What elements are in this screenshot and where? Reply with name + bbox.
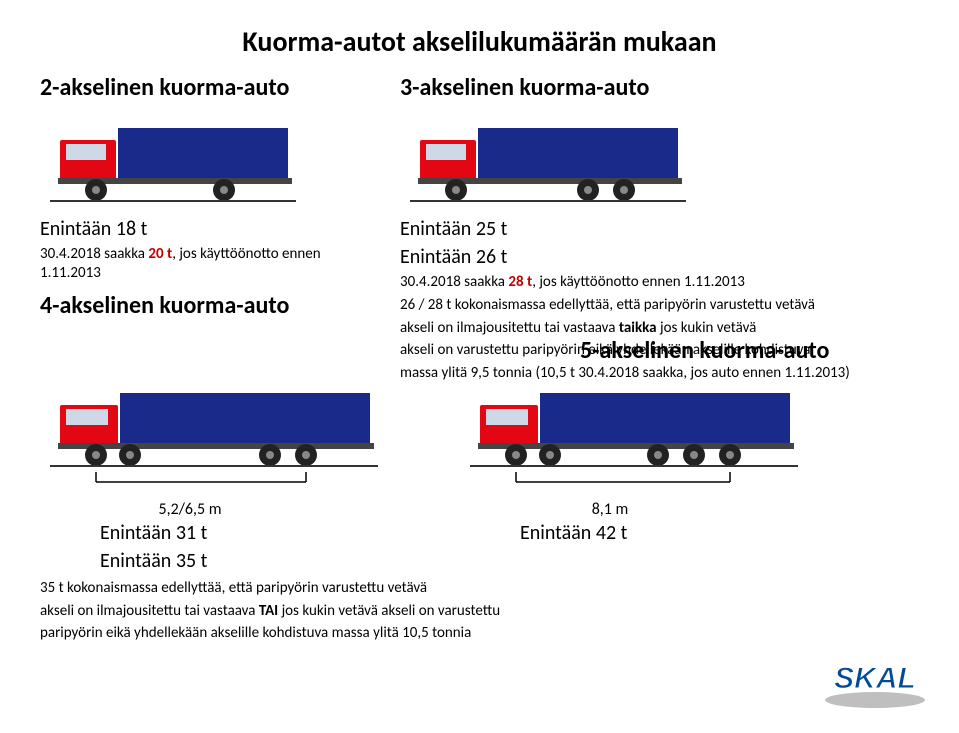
sec3-limit2: Enintään 26 t	[400, 245, 919, 269]
sec4-note-a: 35 t kokonaismassa edellyttää, että pari…	[40, 579, 919, 598]
svg-text:SKAL: SKAL	[834, 662, 916, 695]
sec4-truck	[40, 377, 440, 494]
sec3-note1: 30.4.2018 saakka 28 t, jos käyttöönotto …	[400, 273, 919, 292]
sec3-truck	[400, 112, 919, 209]
sec4-note-b: akseli on ilmajousitettu tai vastaava TA…	[40, 602, 919, 621]
sec3-note2a: 26 / 28 t kokonaismassa edellyttää, että…	[400, 296, 919, 315]
sec2-note: 30.4.2018 saakka 20 t, jos käyttöönotto …	[40, 245, 380, 283]
sec2-head: 2-akselinen kuorma-auto	[40, 73, 380, 102]
sec4-limit2: Enintään 35 t	[100, 549, 440, 573]
sec3-limit1: Enintään 25 t	[400, 217, 919, 241]
sec2-limit: Enintään 18 t	[40, 217, 380, 241]
skal-logo: SKAL	[815, 648, 935, 717]
sec4-note-c: paripyörin eikä yhdellekään akselille ko…	[40, 624, 919, 643]
sec4-limit1: Enintään 31 t	[100, 521, 440, 545]
sec5-head: 5-akselinen kuorma-auto	[580, 336, 919, 365]
sec5-dim: 8,1 m	[490, 500, 730, 519]
sec5-limit: Enintään 42 t	[520, 521, 919, 545]
sec4-dim: 5,2/6,5 m	[70, 500, 310, 519]
sec5-truck	[460, 377, 919, 494]
page-title: Kuorma-autot akselilukumäärän mukaan	[40, 24, 919, 59]
sec4-head: 4-akselinen kuorma-auto	[40, 291, 380, 320]
sec3-head: 3-akselinen kuorma-auto	[400, 73, 919, 102]
sec2-truck	[40, 112, 380, 209]
